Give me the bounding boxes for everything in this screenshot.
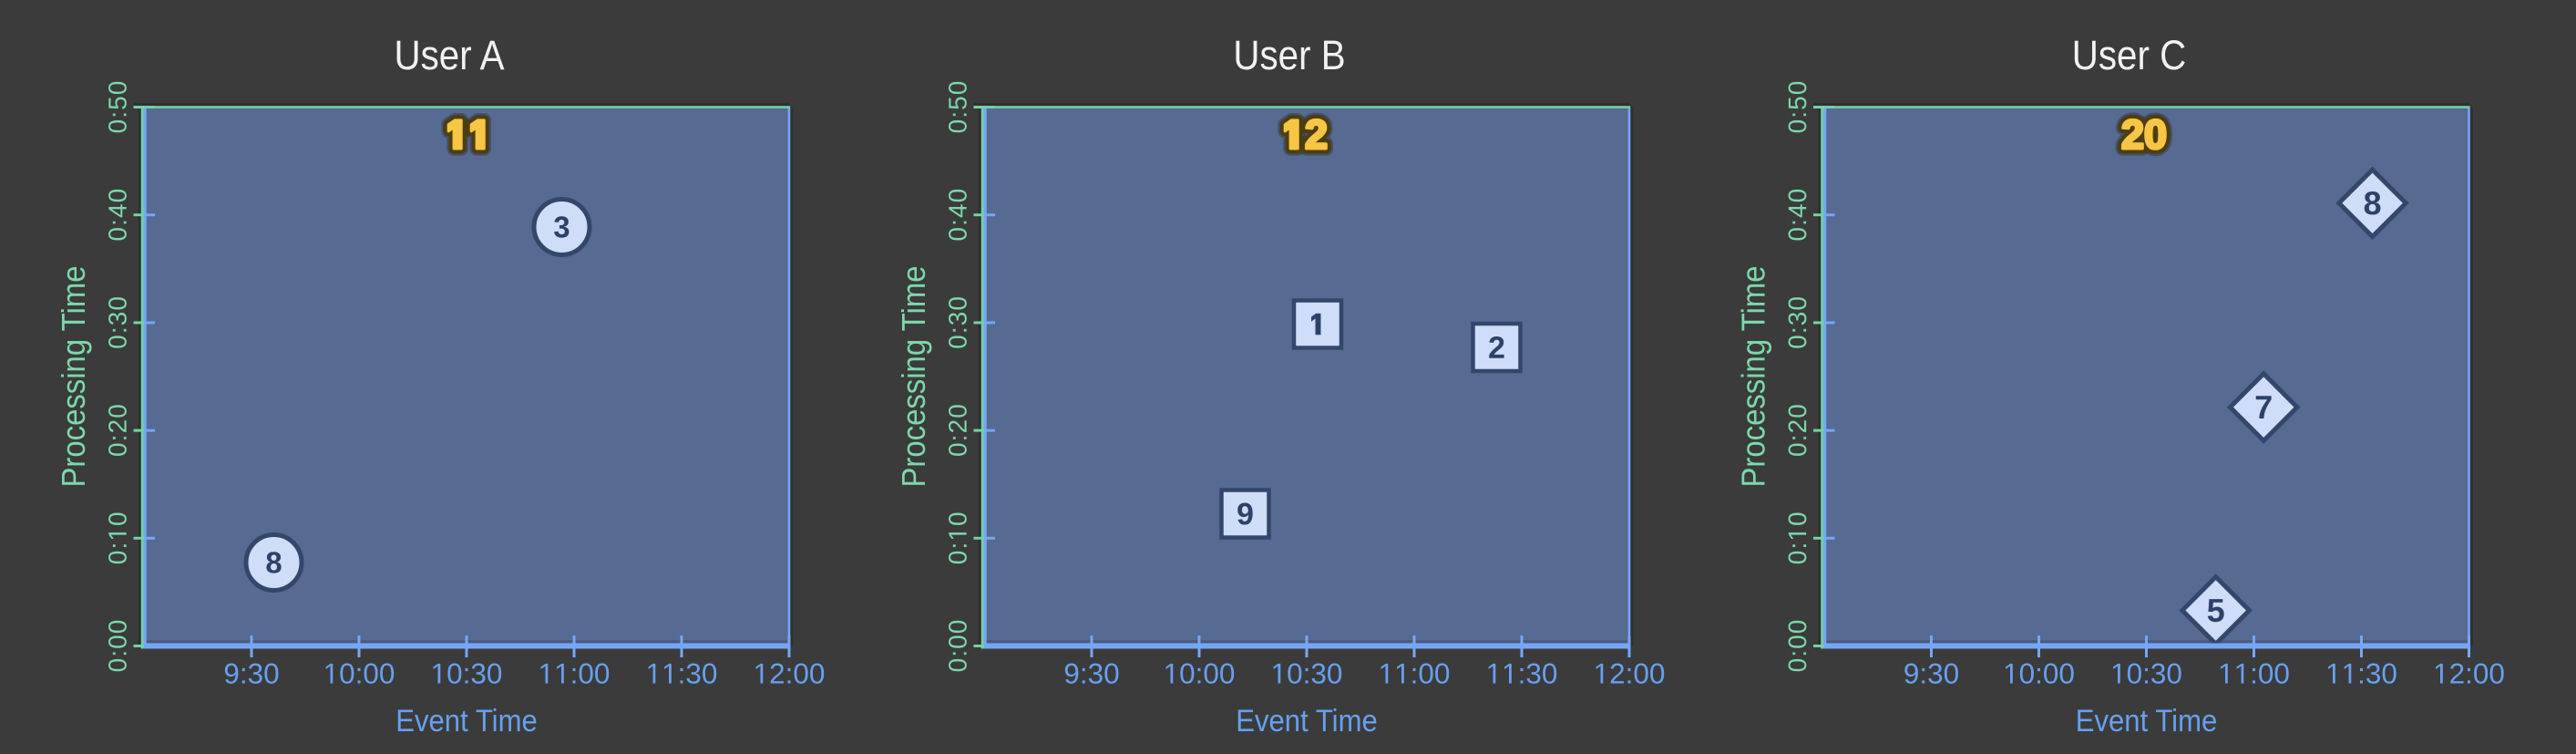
svg-text:Processing Time: Processing Time: [897, 265, 933, 487]
svg-text:User C: User C: [2072, 33, 2186, 79]
svg-text:Event Time: Event Time: [1236, 704, 1378, 739]
svg-text:Event Time: Event Time: [2076, 704, 2218, 739]
svg-text:User A: User A: [395, 33, 505, 79]
svg-text:User B: User B: [1233, 33, 1345, 79]
svg-text:Processing Time: Processing Time: [1736, 265, 1772, 487]
svg-text:Processing Time: Processing Time: [56, 265, 93, 487]
svg-text:Event Time: Event Time: [395, 704, 538, 739]
